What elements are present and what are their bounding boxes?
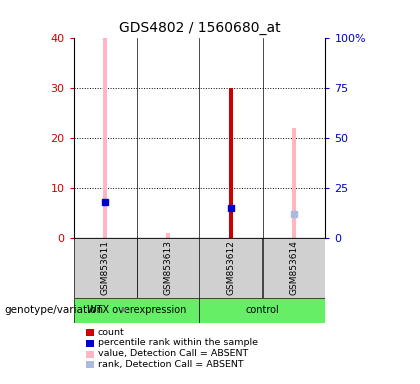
Text: GSM853613: GSM853613 [163, 240, 173, 295]
Text: control: control [246, 305, 279, 315]
Text: value, Detection Call = ABSENT: value, Detection Call = ABSENT [98, 349, 248, 358]
Text: WTX overexpression: WTX overexpression [87, 305, 186, 315]
Bar [200, 298, 326, 323]
Text: GSM853614: GSM853614 [289, 240, 299, 295]
Text: count: count [98, 328, 125, 337]
Bar [262, 238, 326, 298]
Text: rank, Detection Call = ABSENT: rank, Detection Call = ABSENT [98, 360, 244, 369]
Text: GSM853612: GSM853612 [226, 240, 236, 295]
Text: percentile rank within the sample: percentile rank within the sample [98, 338, 258, 348]
Bar [292, 128, 296, 238]
FancyArrowPatch shape [122, 308, 126, 312]
Title: GDS4802 / 1560680_at: GDS4802 / 1560680_at [119, 21, 280, 35]
Bar [74, 298, 200, 323]
Bar [74, 238, 136, 298]
Bar [229, 88, 233, 238]
Bar [166, 233, 170, 238]
Bar [200, 238, 262, 298]
Bar [136, 238, 200, 298]
Text: genotype/variation: genotype/variation [4, 305, 103, 315]
Text: GSM853611: GSM853611 [100, 240, 110, 295]
Bar [103, 38, 107, 238]
